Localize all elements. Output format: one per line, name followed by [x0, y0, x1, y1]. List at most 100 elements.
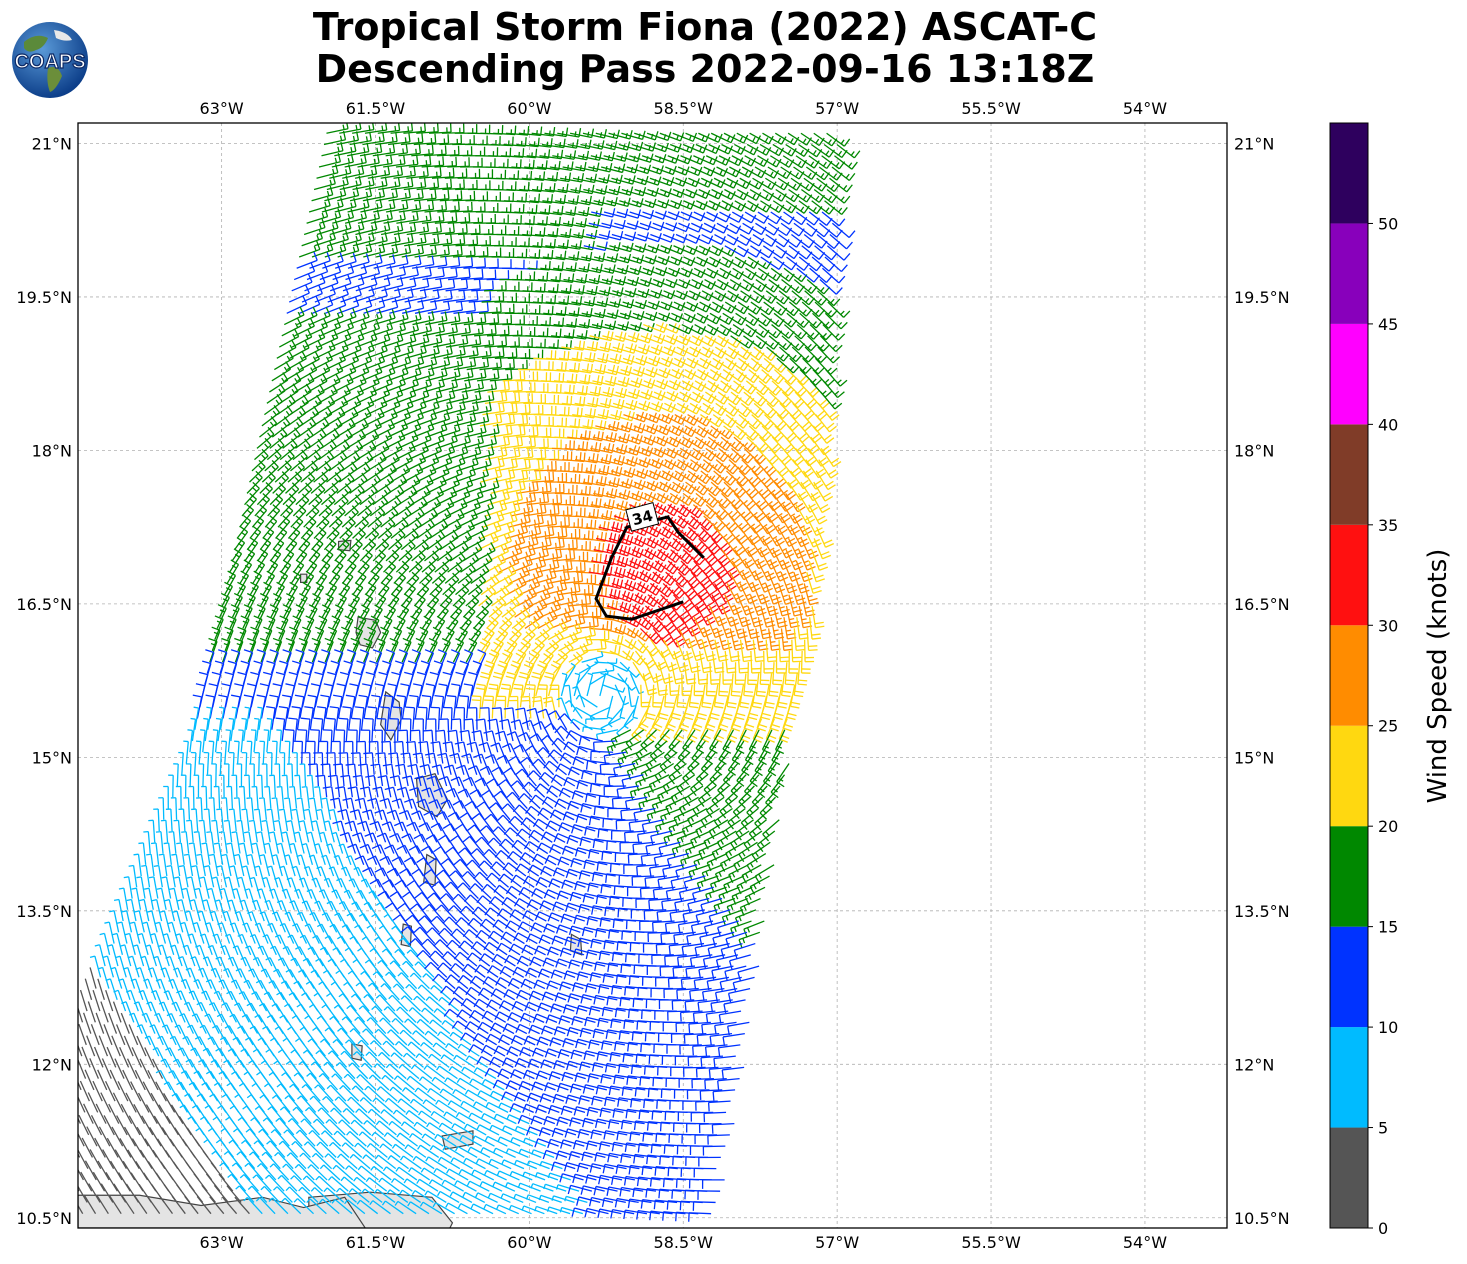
wind-barb: [616, 389, 640, 399]
wind-barb: [686, 246, 710, 255]
wind-barb-half: [745, 171, 747, 175]
wind-barb-half: [383, 446, 386, 450]
wind-barb-half: [335, 213, 336, 218]
wind-barb-half: [562, 131, 563, 136]
wind-barb: [494, 237, 516, 246]
wind-barb-full: [780, 424, 786, 430]
wind-barb-full: [847, 242, 853, 249]
wind-barb-half: [555, 164, 556, 169]
wind-barb: [404, 233, 426, 245]
wind-barb-full: [790, 436, 797, 442]
wind-barb-half: [836, 162, 839, 166]
wind-barb-full: [829, 322, 835, 329]
wind-barb-full: [310, 318, 314, 326]
wind-barb-half: [400, 326, 401, 331]
wind-barb-half: [698, 271, 700, 276]
wind-barb: [370, 155, 392, 167]
wind-barb-half: [377, 148, 378, 153]
wind-barb-full: [631, 299, 633, 308]
wind-barb-full: [844, 139, 849, 146]
wind-barb-half: [723, 329, 726, 333]
wind-barb-half: [291, 444, 294, 448]
wind-barb-half: [710, 158, 712, 163]
wind-barb-full: [610, 432, 612, 441]
wind-barb-half: [781, 184, 784, 188]
wind-barb-full: [817, 426, 824, 432]
wind-barb-full: [536, 205, 537, 214]
wind-barb-full: [414, 222, 416, 231]
wind-barb-staff: [267, 445, 284, 459]
wind-barb-full: [448, 134, 449, 143]
wind-barb-full: [327, 406, 332, 414]
wind-barb-full: [408, 354, 411, 363]
wind-barb: [415, 245, 437, 257]
wind-barb-half: [276, 400, 279, 404]
wind-barb-half: [708, 283, 710, 287]
wind-barb-half: [816, 310, 819, 314]
wind-barb: [621, 366, 645, 376]
wind-barb-half: [773, 161, 776, 165]
wind-barb-full: [493, 336, 494, 345]
wind-barb-half: [432, 249, 433, 254]
wind-barb-full: [542, 238, 543, 247]
wind-barb-full: [451, 179, 452, 188]
wind-barb-full: [633, 288, 635, 297]
wind-barb-full: [525, 404, 526, 413]
wind-barb-full: [418, 365, 421, 374]
wind-barb-full: [509, 415, 510, 424]
wind-barb-full: [620, 388, 622, 397]
wind-barb-half: [738, 262, 740, 266]
wind-barb-full: [783, 412, 789, 418]
wind-barb-full: [300, 307, 304, 315]
wind-barb-full: [823, 403, 830, 409]
wind-barb-half: [287, 356, 290, 360]
wind-barb-half: [338, 147, 339, 152]
wind-barb-half: [729, 453, 732, 457]
wind-barb-half: [704, 452, 707, 456]
wind-barb-half: [476, 340, 477, 345]
wind-barb-half: [279, 389, 282, 393]
wind-barb-half: [778, 195, 781, 199]
wind-barb-half: [811, 333, 814, 337]
wind-barb-full: [844, 253, 850, 260]
wind-barb-half: [416, 315, 417, 320]
wind-barb-half: [808, 344, 811, 348]
wind-barb-full: [810, 402, 817, 408]
wind-barb-half: [384, 336, 386, 341]
wind-barb: [507, 238, 529, 247]
wind-barb: [668, 155, 692, 163]
wind-barb: [475, 380, 497, 392]
wind-barb-full: [432, 256, 433, 265]
wind-barb-full: [406, 310, 408, 319]
wind-barb-full: [797, 445, 804, 451]
wind-barb-full: [628, 198, 630, 207]
wind-barb-full: [504, 436, 506, 445]
wind-barb-full: [425, 122, 426, 131]
wind-barb-full: [564, 407, 565, 416]
wind-barb-full: [635, 458, 638, 467]
wind-barb: [456, 346, 478, 358]
wind-barb: [681, 156, 705, 164]
wind-barb-full: [435, 134, 436, 143]
wind-barb-half: [419, 193, 420, 198]
wind-barb: [822, 268, 844, 283]
wind-barb-half: [429, 205, 430, 210]
wind-barb-full: [453, 223, 454, 232]
wind-barb-half: [688, 316, 690, 321]
wind-barb-half: [371, 336, 373, 341]
wind-barb-full: [435, 245, 436, 254]
wind-barb-half: [805, 356, 808, 360]
wind-barb-half: [405, 359, 407, 364]
wind-barb-full: [560, 329, 561, 338]
wind-barb-full: [464, 290, 465, 299]
wind-barb-full: [521, 436, 522, 445]
wind-barb-full: [810, 388, 817, 394]
wind-barb-half: [753, 194, 755, 198]
wind-barb-half: [377, 314, 379, 319]
wind-barb-half: [484, 417, 485, 422]
wind-barb-half: [408, 238, 409, 243]
wind-barb-full: [435, 189, 436, 198]
wind-barb-half: [374, 159, 375, 164]
wind-barb-half: [431, 415, 433, 420]
wind-barb-full: [604, 129, 606, 138]
